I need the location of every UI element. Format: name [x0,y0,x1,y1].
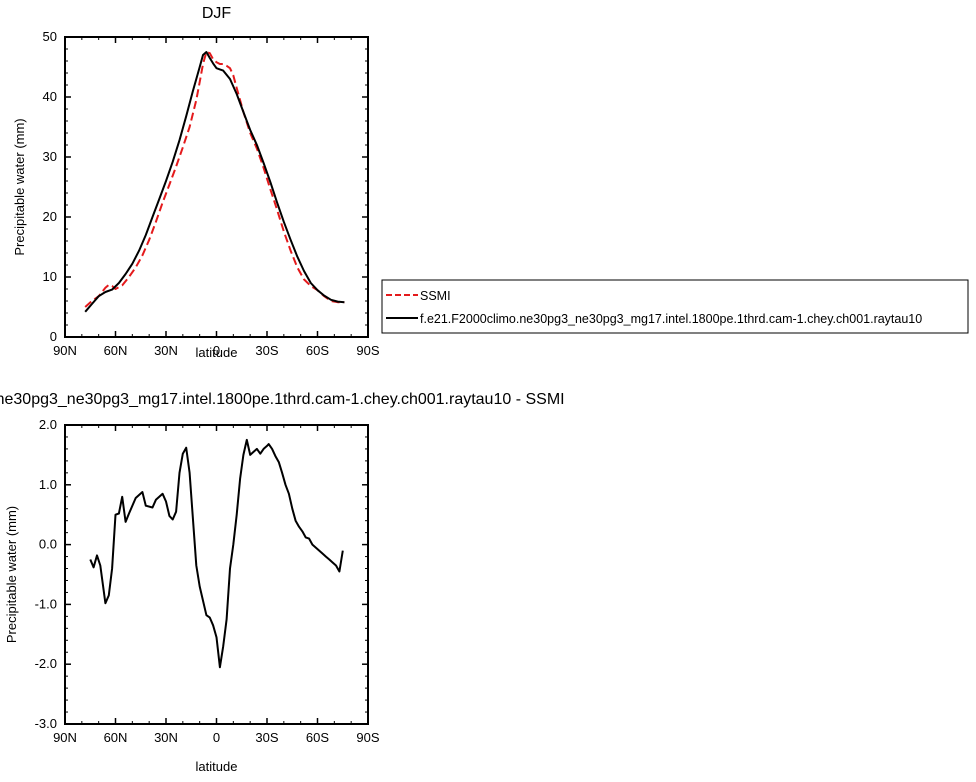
legend-entry-1: SSMI [420,289,451,303]
x-tick-label: 30S [255,730,278,745]
x-tick-label: 60N [104,343,128,358]
series-line-1 [89,438,344,669]
y-axis-label: Precipitable water (mm) [4,506,19,643]
y-tick-label: 30 [43,149,57,164]
chart-title: f.e21.F2000climo.ne30pg3_ne30pg3_mg17.in… [0,391,565,408]
x-tick-label: 90S [356,343,379,358]
y-tick-label: -3.0 [35,716,57,731]
y-tick-label: 10 [43,269,57,284]
y-tick-label: 0.0 [39,537,57,552]
chart-panel-2: f.e21.F2000climo.ne30pg3_ne30pg3_mg17.in… [0,391,565,774]
y-tick-label: -2.0 [35,656,57,671]
y-axis-label: Precipitable water (mm) [12,118,27,255]
y-tick-label: 2.0 [39,417,57,432]
x-axis-label: latitude [196,345,238,360]
x-tick-label: 0 [213,730,220,745]
y-tick-label: 50 [43,29,57,44]
legend-box [381,279,969,334]
x-tick-label: 60S [306,343,329,358]
chart-title: DJF [202,5,232,22]
series-line-1 [84,51,345,308]
x-tick-label: 90N [53,343,77,358]
chart-panel-1: DJF 90N 60N 30N 0 30S 60S 90S 0 10 20 30 40 50 latitud… [12,5,969,360]
x-tick-label: 90S [356,730,379,745]
y-tick-label: 0 [50,329,57,344]
plot-frame [64,36,369,338]
x-tick-label: 30N [154,343,178,358]
y-tick-label: 20 [43,209,57,224]
series-line-2 [84,51,345,313]
x-tick-label: 90N [53,730,77,745]
x-tick-label: 60N [104,730,128,745]
x-tick-label: 0 [213,343,220,358]
x-tick-label: 30S [255,343,278,358]
y-tick-label: 40 [43,89,57,104]
y-tick-label: 1.0 [39,477,57,492]
x-axis-label: latitude [196,759,238,774]
x-tick-label: 60S [306,730,329,745]
legend-entry-2: f.e21.F2000climo.ne30pg3_ne30pg3_mg17.in… [420,312,922,326]
y-tick-label: -1.0 [35,596,57,611]
legend: SSMI f.e21.F2000climo.ne30pg3_ne30pg3_mg1… [381,279,969,334]
x-tick-label: 30N [154,730,178,745]
